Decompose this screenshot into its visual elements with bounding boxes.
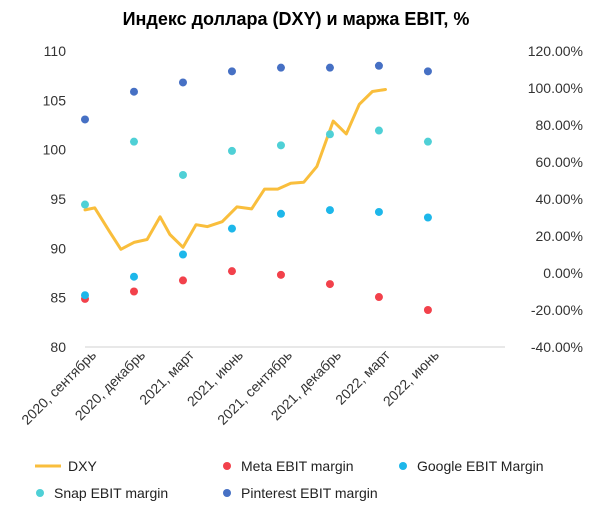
y-left-tick-label: 85 [50, 290, 66, 306]
snap-ebit-margin-point [325, 130, 334, 139]
legend-marker-dot [36, 489, 44, 497]
pinterest-ebit-margin-point [423, 67, 432, 76]
y-right-tick-label: 120.00% [528, 43, 583, 59]
meta-ebit-margin-point [423, 306, 432, 314]
y-right-tick-label: -20.00% [531, 302, 583, 318]
google-ebit-margin-point [81, 291, 89, 300]
snap-ebit-margin-point [227, 146, 236, 155]
y-right-tick-label: -40.00% [531, 339, 583, 355]
pinterest-ebit-margin-point [227, 67, 236, 76]
y-right-tick-label: 80.00% [536, 117, 583, 133]
y-left-tick-label: 90 [50, 240, 66, 256]
legend-marker-dot [399, 462, 407, 470]
y-right-tick-label: 40.00% [536, 191, 583, 207]
snap-ebit-margin-point [129, 137, 138, 146]
y-right-tick-label: 100.00% [528, 80, 583, 96]
google-ebit-margin-point [325, 206, 334, 215]
google-ebit-margin-point [178, 250, 187, 259]
y-left-tick-label: 100 [43, 142, 67, 158]
snap-ebit-margin-point [178, 170, 187, 179]
google-ebit-margin-point [374, 207, 383, 216]
y-left-tick-label: 105 [43, 92, 67, 108]
legend-marker-dot [223, 489, 231, 497]
google-ebit-margin-point [276, 209, 285, 218]
legend-label: Meta EBIT margin [241, 458, 354, 474]
pinterest-ebit-margin-point [178, 78, 187, 87]
google-ebit-margin-point [129, 272, 138, 281]
google-ebit-margin-point [227, 224, 236, 233]
pinterest-ebit-margin-point [325, 63, 334, 72]
y-left-tick-label: 80 [50, 339, 66, 355]
pinterest-ebit-margin-point [129, 87, 138, 96]
snap-ebit-margin-point [81, 200, 89, 209]
meta-ebit-margin-point [374, 293, 383, 302]
legend-label: DXY [68, 458, 97, 474]
pinterest-ebit-margin-point [81, 115, 89, 124]
y-right-tick-label: 0.00% [543, 265, 583, 281]
legend-label: Google EBIT Margin [417, 458, 544, 474]
snap-ebit-margin-point [374, 126, 383, 135]
y-right-tick-label: 20.00% [536, 228, 583, 244]
pinterest-ebit-margin-point [374, 61, 383, 70]
snap-ebit-margin-point [423, 137, 432, 146]
meta-ebit-margin-point [325, 280, 334, 289]
legend-label: Pinterest EBIT margin [241, 485, 378, 501]
legend-marker-dot [223, 462, 231, 470]
meta-ebit-margin-point [227, 267, 236, 276]
chart-title: Индекс доллара (DXY) и маржа EBIT, % [122, 9, 470, 29]
y-right-tick-label: 60.00% [536, 154, 583, 170]
meta-ebit-margin-point [276, 270, 285, 279]
y-left-tick-label: 95 [50, 191, 66, 207]
dxy-line [83, 88, 387, 251]
google-ebit-margin-point [423, 213, 432, 222]
y-left-tick-label: 110 [44, 43, 67, 59]
meta-ebit-margin-point [129, 287, 138, 296]
pinterest-ebit-margin-point [276, 63, 285, 72]
snap-ebit-margin-point [276, 141, 285, 150]
legend-label: Snap EBIT margin [54, 485, 168, 501]
meta-ebit-margin-point [178, 276, 187, 285]
